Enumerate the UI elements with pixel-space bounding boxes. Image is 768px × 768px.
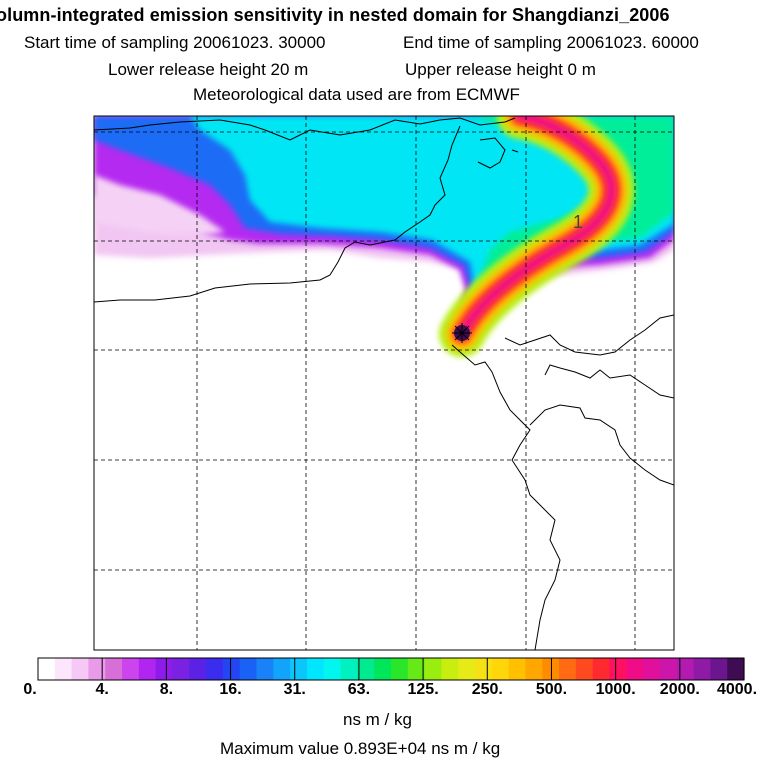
cyan-region [190,116,674,330]
colorbar-swatch [122,658,140,680]
maximum-value-label: Maximum value 0.893E+04 ns m / kg [220,739,501,758]
colorbar-swatch [475,658,493,680]
colorbar-swatch [155,658,174,680]
colorbar-swatch [609,658,627,680]
colorbar-units: ns m / kg [343,710,412,729]
plume-label: 1 [573,212,583,232]
colorbar-swatch [643,658,661,680]
coast-peninsula [544,364,674,399]
upper-release-label: Upper release height 0 m [405,60,596,79]
colorbar-tick-label: 4. [95,681,109,698]
colorbar-tick-label: 1000. [595,681,636,698]
colorbar-swatch [290,658,308,680]
colorbar-swatch [710,658,728,680]
colorbar-swatch [592,658,611,680]
colorbar-swatch [727,658,745,680]
coast-east [451,344,561,650]
colorbar-swatch [54,658,73,680]
colorbar-swatch [239,658,258,680]
colorbar-swatch [38,658,56,680]
colorbar-swatch [172,658,190,680]
colorbar-swatch [508,658,527,680]
colorbar-swatch [424,658,443,680]
colorbar-swatch [88,658,106,680]
colorbar-tick-label: 500. [535,681,568,698]
colorbar-swatch [306,658,325,680]
colorbar-tick-label: 2000. [659,681,700,698]
northern-border [94,117,516,141]
end-time-label: End time of sampling 20061023. 60000 [403,33,699,52]
start-time-label: Start time of sampling 20061023. 30000 [24,33,326,52]
colorbar-swatch [273,658,291,680]
colorbar-swatch [138,658,157,680]
coast-bay [504,314,674,356]
border-middle [94,125,461,303]
colorbar-swatch [575,658,594,680]
colorbar-swatch [676,658,695,680]
map-title: olumn-integrated emission sensitivity in… [0,5,670,25]
colorbar-swatch [458,658,476,680]
coastlines [94,117,674,650]
plume-core [457,116,616,339]
colorbar-swatch [391,658,409,680]
light-pink-left-patch [94,175,225,236]
colorbar-tick-label: 250. [471,681,503,698]
receptor-marker [452,323,472,343]
colorbar-tick-label: 8. [159,681,174,698]
colorbar [38,658,745,680]
colorbar-frame [37,657,745,681]
colorbar-tick-label: 125. [407,681,439,698]
colorbar-swatch [323,658,342,680]
map-frame [93,115,675,651]
met-data-label: Meteorological data used are from ECMWF [193,85,520,104]
colorbar-swatch [659,658,678,680]
colorbar-swatch [340,658,358,680]
colorbar-swatch [105,658,123,680]
colorbar-swatch [374,658,392,680]
colorbar-tick-label: 63. [347,681,371,698]
colorbar-swatch [206,658,224,680]
colorbar-tick-label: 31. [283,681,306,698]
colorbar-tick-label: 4000. [716,681,758,698]
colorbar-swatch [441,658,459,680]
colorbar-swatch [559,658,577,680]
colorbar-tick-label: 16. [219,681,242,698]
coast-small2 [511,149,519,153]
colorbar-swatch [491,658,510,680]
lower-release-label: Lower release height 20 m [108,60,309,79]
colorbar-swatch [407,658,426,680]
colorbar-tick-label: 0. [23,681,37,698]
colorbar-swatch [256,658,274,680]
colorbar-swatch [71,658,90,680]
colorbar-swatch [189,658,207,680]
map-grid [94,116,674,650]
plume-field: 1 [94,116,674,650]
colorbar-swatch [357,658,375,680]
coast-small [477,137,506,169]
colorbar-swatch [525,658,543,680]
colorbar-swatch [693,658,711,680]
colorbar-swatch [222,658,241,680]
coast-south [529,404,674,486]
colorbar-swatch [626,658,644,680]
